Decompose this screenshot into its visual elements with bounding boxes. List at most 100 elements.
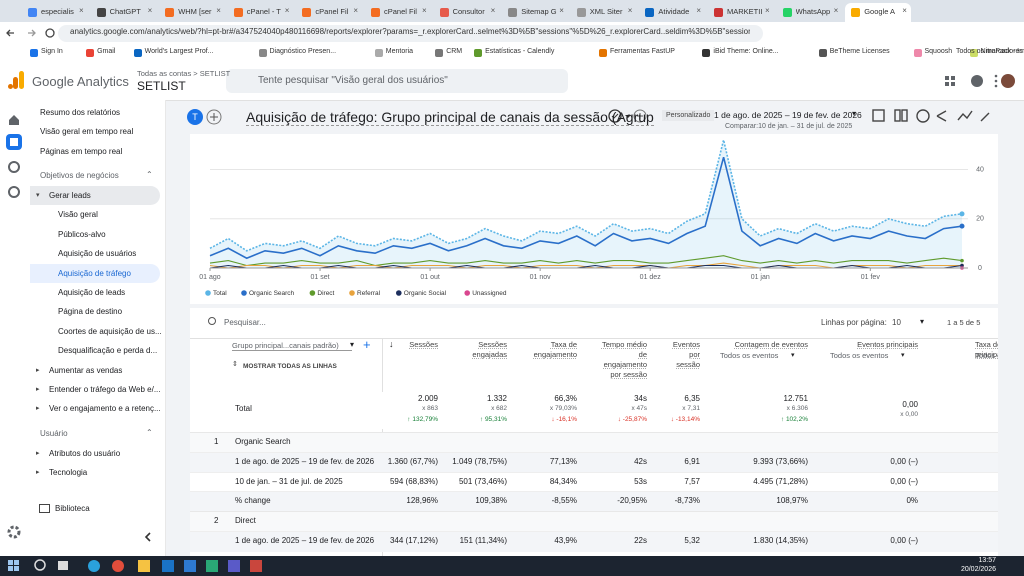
bookmark[interactable]: iBid Theme: Online... <box>702 47 810 59</box>
browser-tab[interactable]: WHM [ser × <box>159 3 225 22</box>
total-cell: x 6.306 <box>786 405 808 412</box>
column-header[interactable]: Contagem de eventos <box>734 340 808 349</box>
x-tick-label: 01 out <box>420 274 440 281</box>
bookmark[interactable]: Gmail <box>86 47 126 59</box>
tab-close[interactable]: × <box>353 6 359 15</box>
browser-tab[interactable]: Google A × <box>845 3 912 22</box>
row-cell: 0,00 (–) <box>890 536 918 546</box>
bookmark[interactable]: Estatísticas - Calendly <box>474 47 591 59</box>
browser-tab[interactable]: cPanel Fil × <box>365 3 431 22</box>
nav-group[interactable]: Ver o engajamento e a retenç... <box>49 404 161 414</box>
tab-title: Atividade <box>658 7 690 16</box>
nav-item[interactable]: Página de destino <box>58 307 123 317</box>
browser-tab[interactable]: XML Siter × <box>571 3 637 22</box>
nav-item[interactable]: Aquisição de usuários <box>58 249 137 259</box>
column-header[interactable]: Eventos por sessão <box>672 340 700 369</box>
tab-close[interactable]: × <box>284 6 290 15</box>
nav-group[interactable]: Entender o tráfego da Web e/... <box>49 384 161 394</box>
group-name[interactable]: Organic Search <box>235 437 291 446</box>
address-bar[interactable] <box>58 25 763 42</box>
nav-item[interactable]: Aquisição de leads <box>58 287 126 297</box>
nav-item[interactable]: Páginas em tempo real <box>40 146 123 156</box>
report-toolbar[interactable] <box>868 107 993 125</box>
column-header[interactable]: Taxa de engajamento <box>533 340 577 359</box>
bookmark[interactable]: Squoosh <box>913 47 962 59</box>
tab-close[interactable]: × <box>765 6 770 15</box>
column-subtitle[interactable]: Todos os eventos <box>720 351 779 360</box>
rows-per-page[interactable]: 10 <box>892 318 901 327</box>
title-actions[interactable] <box>607 108 647 124</box>
tab-close[interactable]: × <box>627 6 633 15</box>
browser-tab[interactable]: cPanel - T × <box>228 3 294 22</box>
tab-close[interactable]: × <box>79 6 84 15</box>
nav-group[interactable]: Gerar leads <box>49 190 91 200</box>
table-search[interactable]: Pesquisar... <box>224 318 266 327</box>
date-range[interactable]: 1 de ago. de 2025 – 19 de fev. de 2026 <box>714 110 862 120</box>
account-path[interactable]: Todas as contas > SETLIST <box>137 69 231 78</box>
column-header[interactable]: Taxa de eventos principais <box>975 340 998 359</box>
group-name[interactable]: Direct <box>235 516 256 526</box>
bookmark[interactable]: Mentoria <box>374 47 427 59</box>
tab-close[interactable]: × <box>422 6 427 15</box>
period-type[interactable]: Personalizado <box>662 110 715 121</box>
show-all-rows[interactable]: MOSTRAR TODAS AS LINHAS <box>243 363 337 370</box>
tab-title: especialis <box>41 7 74 16</box>
collapse-nav[interactable] <box>141 530 155 544</box>
column-header[interactable]: Eventos principais <box>857 340 918 349</box>
bookmark[interactable]: World's Largest Prof... <box>133 47 251 59</box>
nav-item[interactable]: Visão geral <box>58 210 98 220</box>
nav-group[interactable]: Aumentar as vendas <box>49 365 123 375</box>
bookmark[interactable]: CRM <box>435 47 466 59</box>
search-placeholder[interactable]: Tente pesquisar "Visão geral dos usuário… <box>258 75 448 86</box>
column-header[interactable]: Sessões engajadas <box>472 340 507 359</box>
nav-caret: ▸ <box>36 469 40 477</box>
bookmark[interactable]: BeTheme Licenses <box>818 47 906 59</box>
tab-close[interactable]: × <box>559 6 564 15</box>
nav-item[interactable]: Aquisição de tráfego <box>58 268 131 278</box>
bookmark[interactable]: Diagnóstico Presen... <box>258 47 367 59</box>
nav-item[interactable]: Desqualificação e perda d... <box>58 346 158 356</box>
nav-group[interactable]: Atributos do usuário <box>49 448 121 458</box>
nav-item[interactable]: Resumo dos relatórios <box>40 108 121 117</box>
nav-library[interactable]: Biblioteca <box>55 503 90 513</box>
bookmark-icon <box>969 49 978 57</box>
all-bookmarks[interactable]: Todos os marcadores <box>956 48 1023 55</box>
tab-close[interactable]: × <box>696 6 702 15</box>
browser-tab[interactable]: MARKETII × <box>708 3 774 22</box>
tab-close[interactable]: × <box>833 6 839 15</box>
x-tick-label: 01 ago <box>199 274 221 281</box>
browser-tab[interactable]: especialis × <box>22 3 88 22</box>
tab-close[interactable]: × <box>216 6 221 15</box>
add-dimension[interactable]: + <box>363 337 371 352</box>
browser-tab[interactable]: WhatsApp × <box>777 3 843 22</box>
nav-item[interactable]: Públicos-alvo <box>58 229 106 239</box>
column-header[interactable]: Sessões <box>409 340 438 349</box>
tab-close[interactable]: × <box>490 6 496 15</box>
property-name[interactable]: SETLIST <box>137 79 186 93</box>
browser-tab[interactable]: Atividade × <box>639 3 705 22</box>
column-subtitle[interactable]: Todos os eventos <box>830 351 889 360</box>
nav-section[interactable]: Objetivos de negócios <box>40 170 119 180</box>
tab-icon <box>714 8 723 17</box>
nav-group[interactable]: Tecnologia <box>49 468 88 478</box>
column-subtitle[interactable]: Todos os eventos <box>975 351 998 360</box>
browser-tab[interactable]: Consultor × <box>434 3 500 22</box>
bookmark[interactable]: Sign In <box>30 47 78 59</box>
nav-item[interactable]: Coortes de aquisição de us... <box>58 326 162 336</box>
browser-tab[interactable]: cPanel Fil × <box>296 3 362 22</box>
tab-close[interactable]: × <box>147 6 153 15</box>
nav-item[interactable]: Visão geral em tempo real <box>40 127 134 137</box>
tab-close[interactable]: × <box>902 6 907 15</box>
column-header[interactable]: Tempo médio de engajamento por sessão <box>601 340 647 379</box>
total-cell: 0,00 <box>902 400 918 409</box>
address-url[interactable]: analytics.google.com/analytics/web/?hl=p… <box>70 27 750 36</box>
dimension-select[interactable]: Grupo principal...canais padrão) <box>232 341 352 351</box>
row-cell: 5,32 <box>684 536 700 546</box>
browser-tab[interactable]: Sitemap G × <box>502 3 568 22</box>
bookmark[interactable]: Ferramentas FastUP <box>599 47 694 59</box>
bookmark[interactable]: NitroPack - Improve... <box>969 47 1024 59</box>
nav-section[interactable]: Usuário <box>40 428 68 438</box>
compare-chips[interactable]: T <box>186 107 226 127</box>
search-box[interactable] <box>226 69 568 93</box>
browser-tab[interactable]: ChatGPT × <box>91 3 157 22</box>
